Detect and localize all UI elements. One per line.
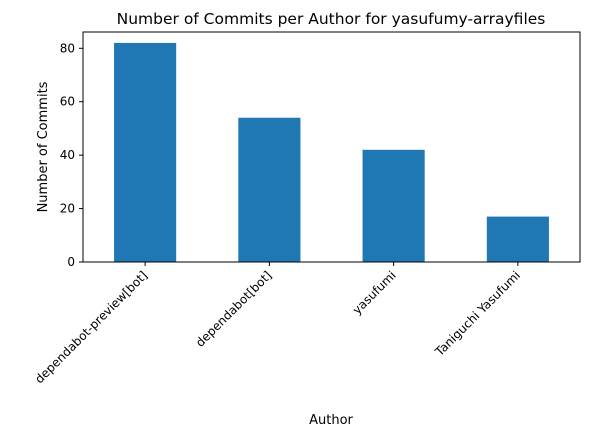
y-axis: 0 20 40 60 80 — [60, 41, 83, 269]
bar — [114, 42, 177, 263]
bar — [238, 117, 301, 262]
bar — [486, 216, 549, 262]
bar — [362, 149, 425, 262]
x-axis-label: Author — [309, 413, 353, 428]
plot-frame — [82, 31, 581, 263]
chart-title: Number of Commits per Author for yasufum… — [117, 10, 546, 28]
x-tick-label: dependabot[bot] — [193, 268, 275, 350]
x-axis: dependabot-preview[bot] dependabot[bot] ya… — [32, 262, 523, 386]
bars-group — [114, 42, 549, 263]
y-tick-label: 0 — [67, 255, 75, 269]
y-tick-label: 80 — [60, 41, 75, 55]
x-tick-label: yasufumi — [350, 268, 399, 317]
y-tick-label: 20 — [60, 202, 75, 216]
x-tick-label: dependabot-preview[bot] — [32, 268, 150, 386]
y-axis-label: Number of Commits — [36, 81, 51, 212]
y-tick-label: 40 — [60, 148, 75, 162]
y-tick-label: 60 — [60, 95, 75, 109]
x-tick-label: Taniguchi Yasufumi — [432, 268, 523, 359]
